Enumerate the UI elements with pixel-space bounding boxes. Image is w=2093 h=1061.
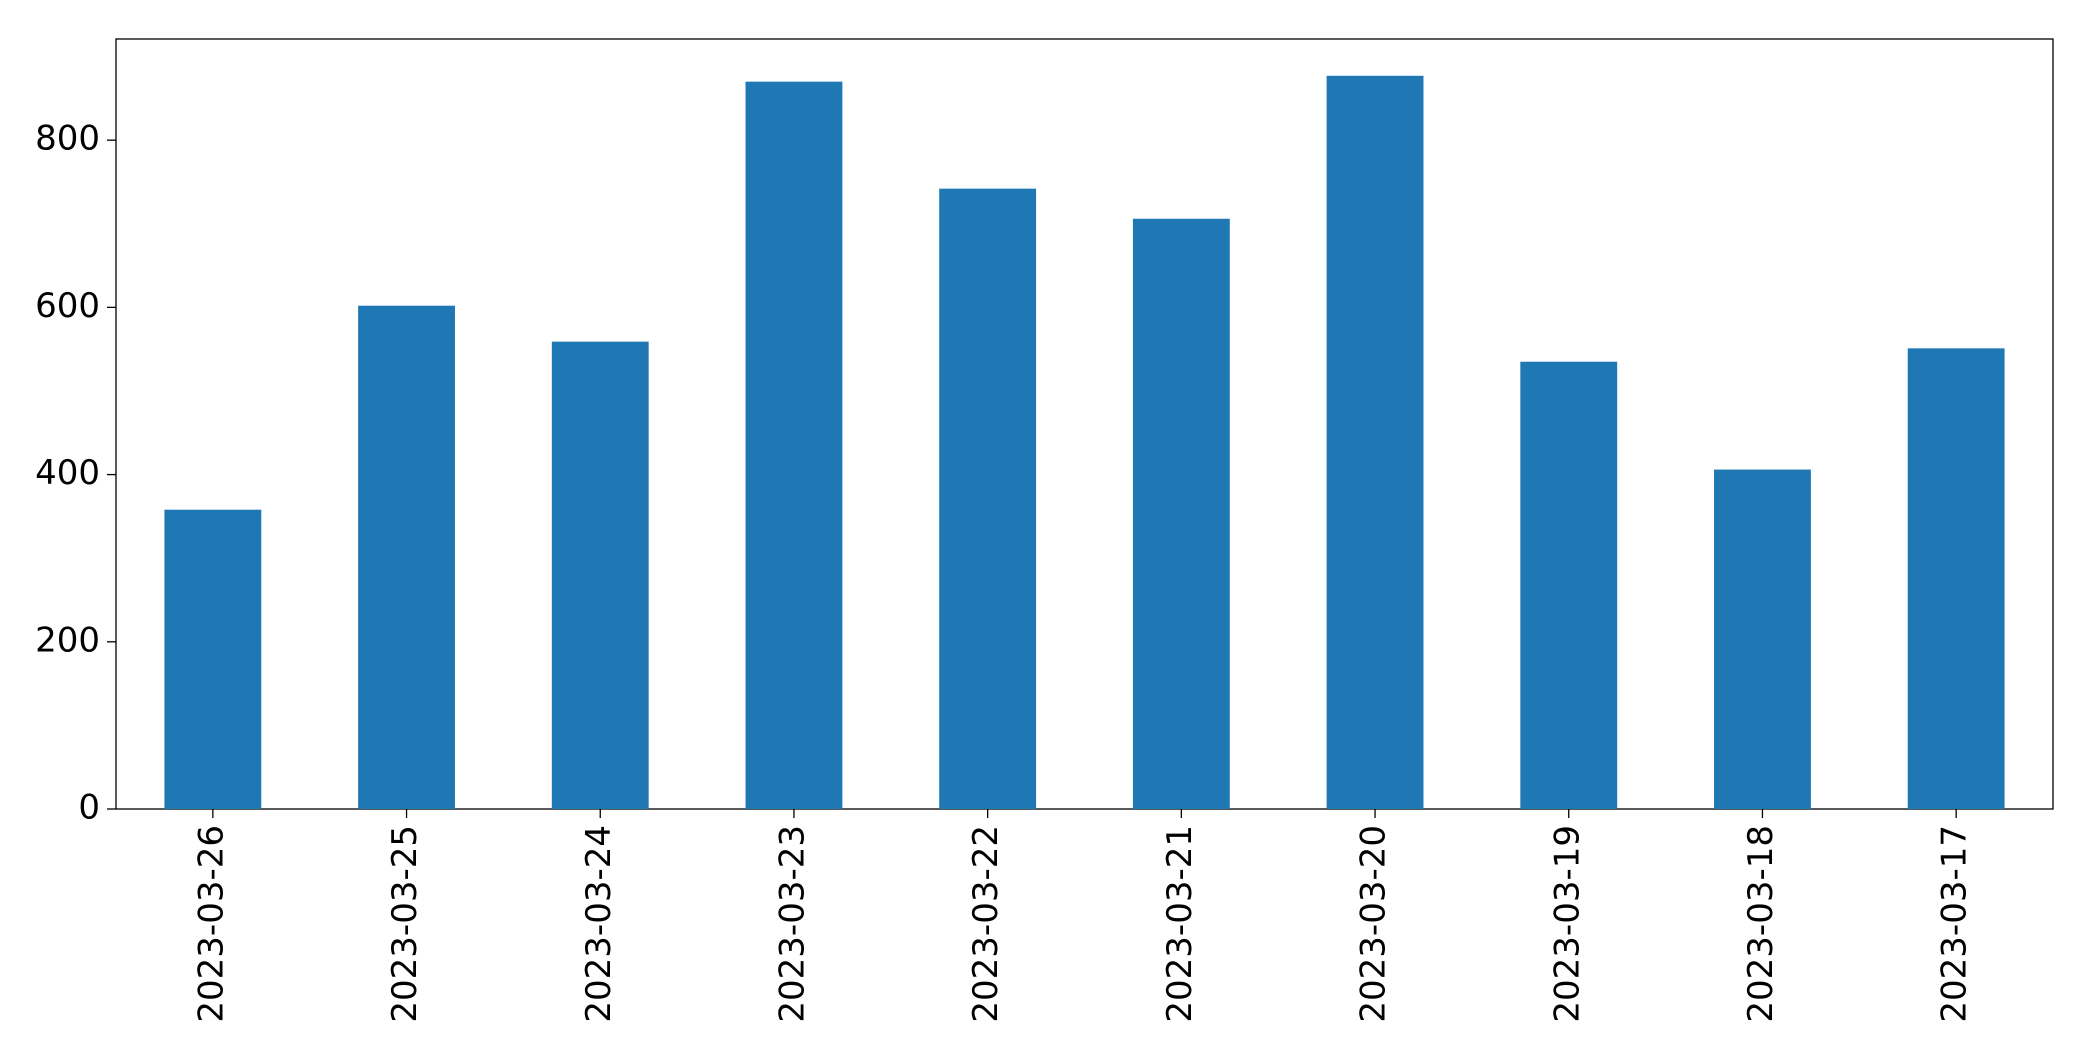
x-tick-label: 2023-03-18 — [1741, 825, 1781, 1023]
x-tick-label: 2023-03-26 — [191, 825, 231, 1023]
bar — [1714, 469, 1811, 809]
bar — [164, 509, 262, 809]
bar — [745, 81, 843, 810]
x-tick-label: 2023-03-20 — [1354, 825, 1394, 1023]
bar — [1907, 348, 2005, 809]
y-tick-label: 600 — [35, 286, 100, 326]
bar — [1132, 218, 1230, 810]
bar — [1520, 361, 1618, 809]
plot-frame — [115, 38, 2054, 810]
x-tick-label: 2023-03-22 — [966, 825, 1006, 1023]
bar — [551, 341, 649, 809]
x-tick-label: 2023-03-24 — [579, 825, 619, 1023]
y-tick-label: 400 — [35, 453, 100, 493]
bar — [358, 305, 455, 809]
bar — [939, 188, 1037, 809]
y-tick-label: 800 — [35, 119, 100, 159]
x-tick-label: 2023-03-23 — [772, 825, 812, 1023]
bar — [1326, 75, 1424, 809]
x-tick-label: 2023-03-19 — [1547, 825, 1587, 1023]
x-tick-label: 2023-03-21 — [1160, 825, 1200, 1023]
x-tick-label: 2023-03-17 — [1935, 825, 1975, 1023]
y-tick-label: 200 — [35, 620, 100, 660]
y-tick-label: 0 — [78, 788, 100, 828]
x-tick-label: 2023-03-25 — [385, 825, 425, 1023]
